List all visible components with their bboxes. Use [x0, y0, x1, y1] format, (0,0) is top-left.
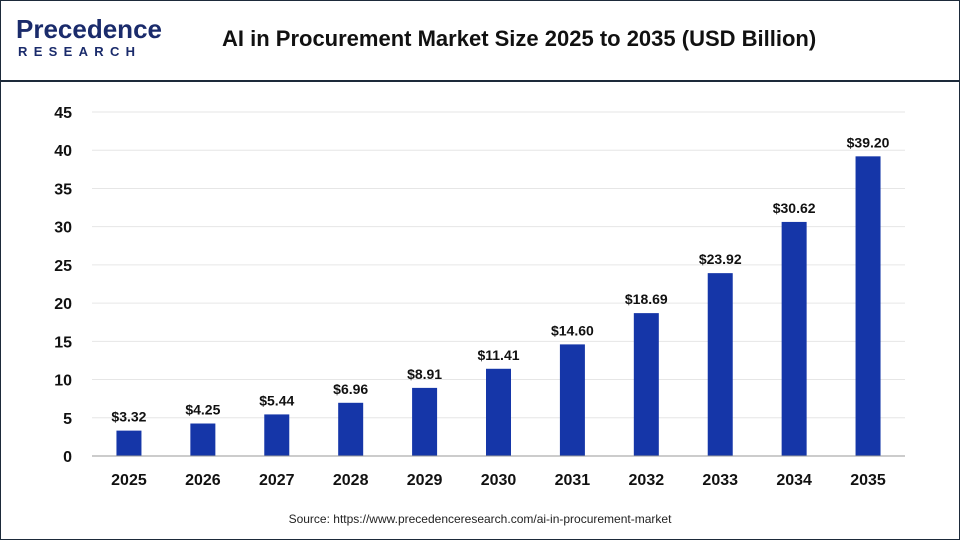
- data-label-2033: $23.92: [699, 251, 742, 267]
- bar-2033: [707, 273, 733, 456]
- data-label-2034: $30.62: [773, 200, 816, 216]
- x-tick-label-2031: 2031: [555, 472, 591, 489]
- data-label-2029: $8.91: [407, 366, 442, 382]
- data-label-2026: $4.25: [185, 402, 220, 418]
- chart-title: AI in Procurement Market Size 2025 to 20…: [222, 26, 817, 51]
- y-tick-label: 5: [63, 411, 72, 428]
- grid-lines: [92, 111, 905, 419]
- data-label-2035: $39.20: [847, 134, 890, 150]
- y-tick-label: 15: [54, 334, 72, 351]
- y-tick-label: 20: [54, 296, 72, 313]
- x-tick-label-2025: 2025: [111, 472, 147, 489]
- y-tick-label: 0: [63, 449, 72, 466]
- source-note: Source: https://www.precedenceresearch.c…: [288, 512, 672, 526]
- data-label-2030: $11.41: [477, 347, 519, 363]
- bar-2025: [116, 430, 142, 456]
- data-label-2028: $6.96: [333, 381, 368, 397]
- bar-2032: [633, 313, 659, 456]
- x-tick-label-2035: 2035: [850, 472, 886, 489]
- x-tick-label-2032: 2032: [629, 472, 665, 489]
- x-tick-label-2026: 2026: [185, 472, 221, 489]
- header: Precedence RESEARCH AI in Procurement Ma…: [0, 0, 960, 82]
- x-tick-label-2034: 2034: [776, 472, 812, 489]
- y-tick-label: 25: [54, 258, 72, 275]
- x-tick-label-2033: 2033: [702, 472, 738, 489]
- x-tick-label-2028: 2028: [333, 472, 369, 489]
- bars: [116, 156, 881, 457]
- bar-2030: [486, 368, 511, 456]
- y-tick-label: 35: [54, 181, 72, 198]
- bar-2026: [190, 423, 216, 456]
- bar-2029: [412, 387, 438, 456]
- bar-2031: [559, 344, 585, 456]
- y-tick-label: 45: [54, 105, 72, 122]
- bar-2035: [855, 156, 881, 457]
- x-tick-label-2030: 2030: [481, 472, 517, 489]
- x-tick-label-2029: 2029: [407, 472, 443, 489]
- brand-logo: Precedence RESEARCH: [16, 14, 166, 64]
- data-label-2025: $3.32: [111, 409, 146, 425]
- x-tick-label-2027: 2027: [259, 472, 295, 489]
- data-label-2027: $5.44: [259, 392, 294, 408]
- bar-2027: [264, 414, 290, 456]
- y-tick-label: 30: [54, 220, 72, 237]
- data-label-2032: $18.69: [625, 291, 668, 307]
- logo-wordmark: Precedence: [16, 14, 162, 44]
- bar-2034: [781, 221, 807, 456]
- y-tick-label: 40: [54, 143, 72, 160]
- y-tick-label: 10: [54, 373, 72, 390]
- logo-subtitle: RESEARCH: [18, 44, 142, 59]
- data-label-2031: $14.60: [551, 322, 594, 338]
- data-labels: $3.32 $4.25 $5.44 $6.96 $8.91 $11.41 $14.60 $18…: [111, 134, 889, 424]
- bar-2028: [338, 402, 364, 456]
